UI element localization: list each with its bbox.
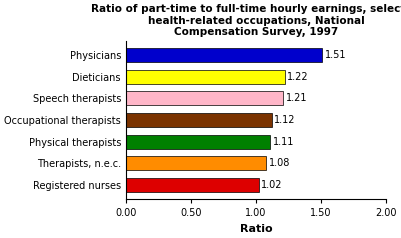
Text: 1.02: 1.02 bbox=[261, 180, 283, 190]
Text: 1.22: 1.22 bbox=[287, 72, 309, 82]
Bar bbox=[126, 156, 266, 170]
Text: 1.11: 1.11 bbox=[273, 137, 294, 147]
Bar bbox=[126, 70, 285, 84]
Text: 1.08: 1.08 bbox=[269, 158, 290, 168]
Text: 1.21: 1.21 bbox=[286, 94, 307, 104]
Bar bbox=[126, 178, 259, 192]
Text: 1.12: 1.12 bbox=[274, 115, 296, 125]
Bar bbox=[126, 135, 270, 149]
X-axis label: Ratio: Ratio bbox=[240, 224, 272, 234]
Bar bbox=[126, 48, 322, 62]
Bar bbox=[126, 113, 271, 127]
Text: 1.51: 1.51 bbox=[325, 50, 346, 60]
Bar bbox=[126, 91, 283, 105]
Title: Ratio of part-time to full-time hourly earnings, selected
health-related occupat: Ratio of part-time to full-time hourly e… bbox=[91, 4, 401, 37]
